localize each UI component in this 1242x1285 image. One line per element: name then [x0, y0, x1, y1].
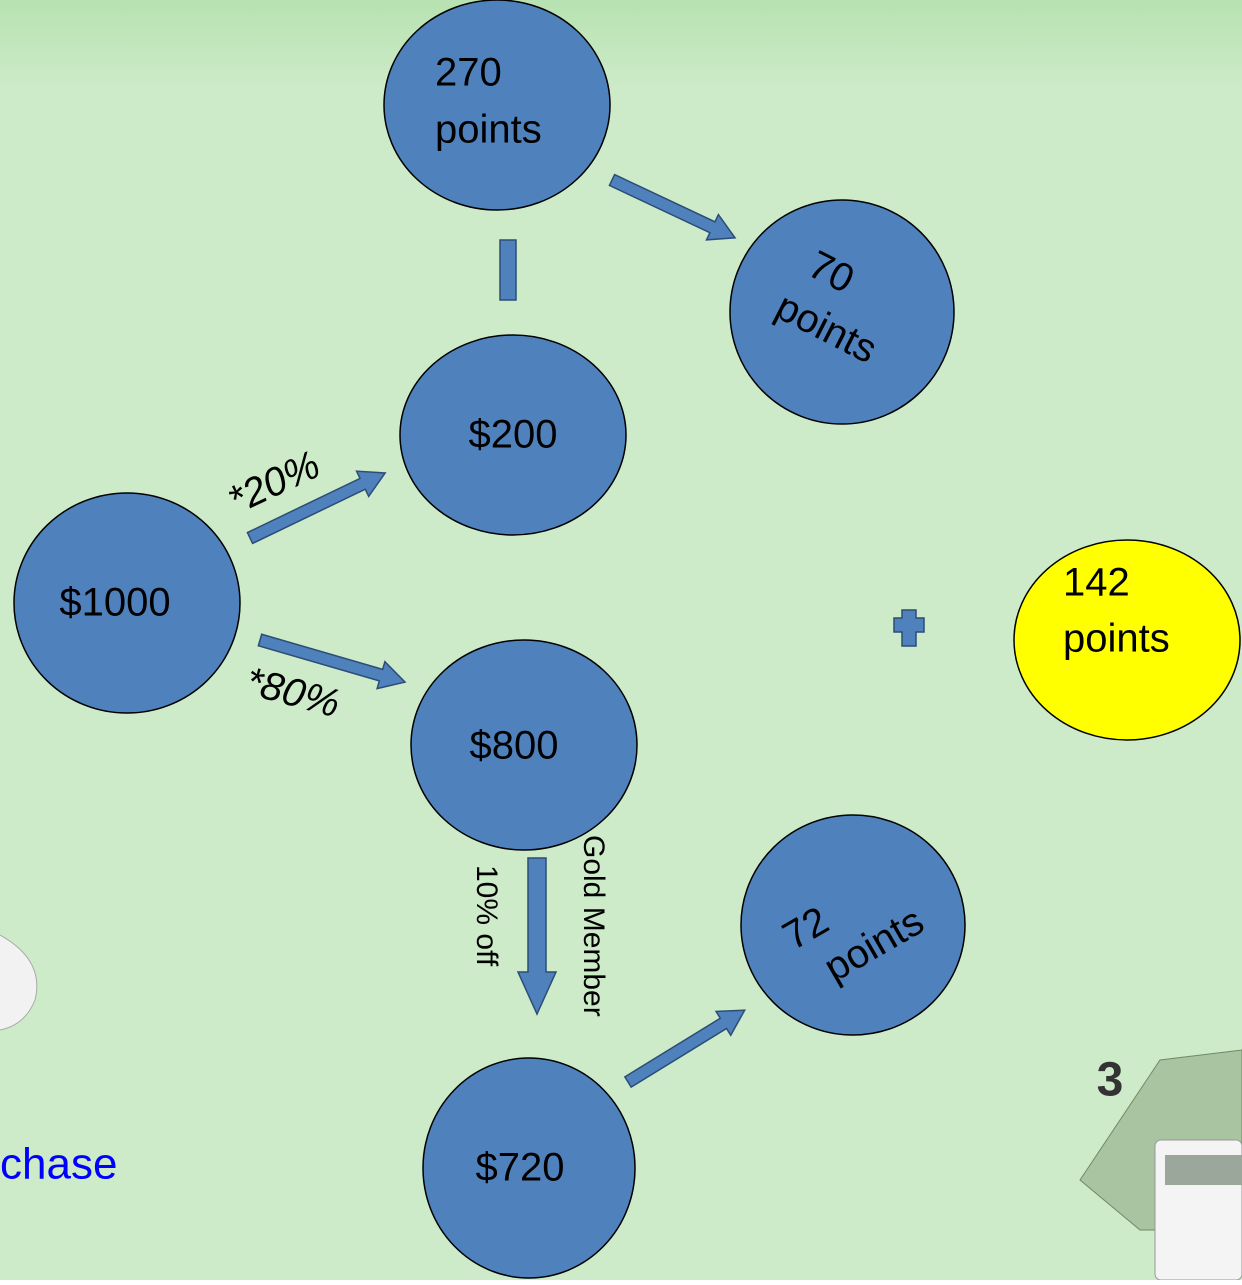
node-label: $1000	[59, 581, 170, 625]
node	[741, 815, 965, 1035]
footer-text: chase	[0, 1140, 117, 1189]
node-label: $200	[469, 413, 558, 457]
node	[384, 0, 610, 210]
edge-label: Gold Member	[577, 835, 610, 1017]
node-label: $720	[476, 1146, 565, 1190]
diagram: 270 points 70 points $200 $1000 $800 $72…	[0, 0, 1242, 1280]
node-label: points	[435, 108, 542, 152]
node-label: $800	[470, 724, 559, 768]
node-label: points	[1063, 617, 1170, 661]
badge: 3	[1097, 1054, 1124, 1107]
edge-label: 10% off	[470, 865, 503, 967]
connector	[500, 240, 516, 300]
node-label: 142	[1063, 561, 1130, 605]
node-label: 270	[435, 51, 502, 95]
